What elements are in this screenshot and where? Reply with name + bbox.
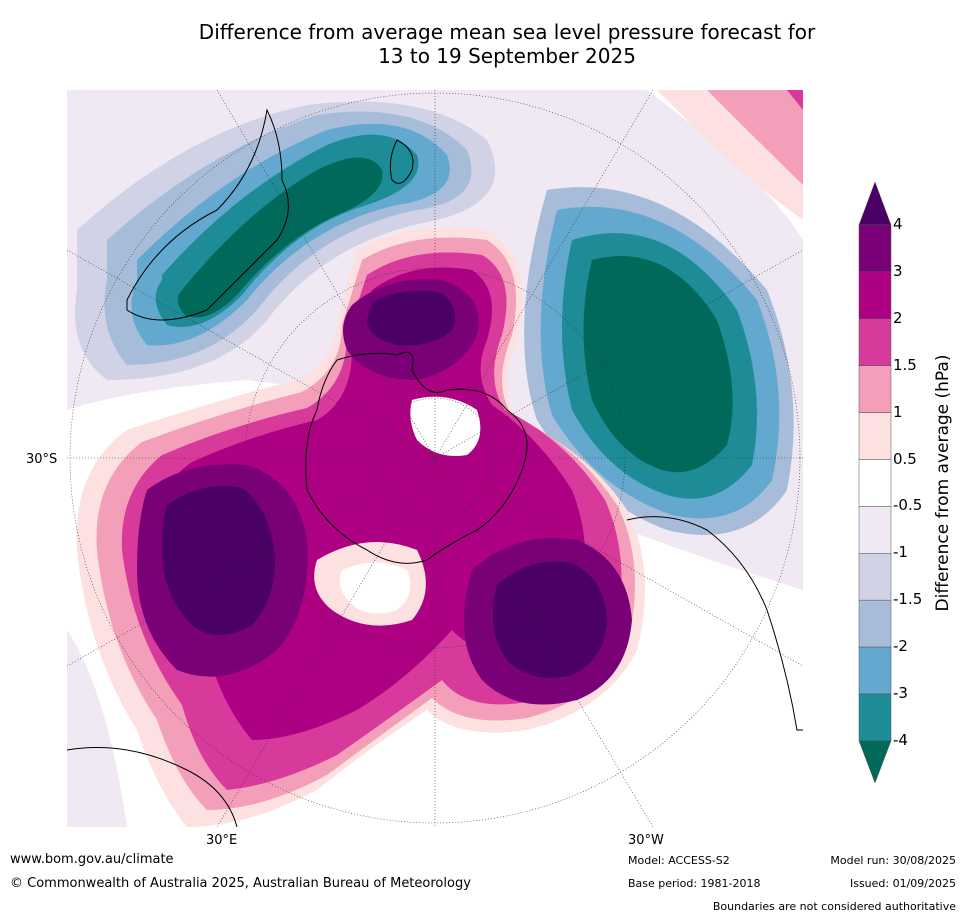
pos-core-right-4 (492, 561, 607, 678)
colorbar-extend-bottom (858, 740, 892, 784)
colorbar-cell (858, 271, 892, 320)
colorbar-tick-label: -3 (893, 684, 908, 702)
graticule (67, 90, 803, 827)
colorbar-cell (858, 224, 892, 273)
model-run-text: Model run: 30/08/2025 (830, 854, 956, 867)
pos-topright-2 (787, 90, 803, 110)
pos-topright-15 (707, 90, 803, 185)
colorbar-cell (858, 553, 892, 601)
pos-core-left-4 (162, 486, 275, 635)
colorbar-cell (858, 693, 892, 742)
copyright-text: © Commonwealth of Australia 2025, Austra… (10, 876, 471, 891)
colorbar-tick-label: 4 (893, 215, 903, 233)
neg-east-4 (583, 256, 733, 473)
coastlines (67, 108, 803, 827)
colorbar-tick-label: 0.5 (893, 449, 917, 468)
colorbar-tick-label: -1.5 (893, 590, 923, 609)
weak-patch-centre-white (339, 562, 411, 614)
weak-patch-pole (410, 396, 481, 456)
colorbar-tick-label: 1.5 (893, 355, 917, 374)
neg-field-left-bottom (67, 630, 127, 827)
neg-west-4 (177, 157, 383, 318)
colorbar-cell (858, 365, 892, 413)
coast-australia (126, 108, 289, 321)
website-text: www.bom.gov.au/climate (10, 852, 174, 867)
coast-new-zealand (389, 139, 414, 184)
colorbar-tick-label: -2 (893, 637, 908, 656)
colorbar-cell (858, 459, 892, 507)
base-period-text: Base period: 1981-2018 (628, 877, 761, 890)
colorbar-cell (858, 599, 892, 648)
coast-africa (67, 747, 238, 827)
coast-south-america (626, 516, 803, 731)
colorbar-tick-label: -4 (893, 730, 908, 749)
colorbar-title: Difference from average (hPa) (933, 354, 953, 612)
lon-label-30e: 30°E (206, 833, 238, 848)
colorbar-tick-label: 2 (893, 308, 903, 327)
colorbar-tick-label: 1 (893, 402, 903, 421)
map-svg (67, 90, 803, 827)
colorbar-tick-label: 3 (893, 261, 903, 280)
lon-label-30w: 30°W (628, 833, 664, 848)
colorbar-cell (858, 412, 892, 460)
colorbar-extend-top (858, 181, 892, 226)
chart-title: Difference from average mean sea level p… (0, 20, 965, 68)
colorbar-cell (858, 506, 892, 554)
pos-core-top-4 (367, 290, 456, 346)
colorbar-tick-label: -1 (893, 543, 908, 562)
model-text: Model: ACCESS-S2 (628, 854, 730, 867)
colorbar-tick-label: -0.5 (893, 496, 923, 515)
disclaimer-text: Boundaries are not considered authoritat… (712, 900, 956, 913)
colorbar (858, 181, 892, 784)
colorbar-cell (858, 646, 892, 695)
colorbar-cell (858, 318, 892, 366)
title-line-1: Difference from average mean sea level p… (198, 20, 816, 44)
coast-antarctica (305, 351, 528, 564)
lat-label-30s: 30°S (26, 452, 58, 467)
issued-text: Issued: 01/09/2025 (849, 877, 956, 890)
pressure-anomaly-map (67, 90, 803, 827)
title-line-2: 13 to 19 September 2025 (378, 44, 636, 68)
